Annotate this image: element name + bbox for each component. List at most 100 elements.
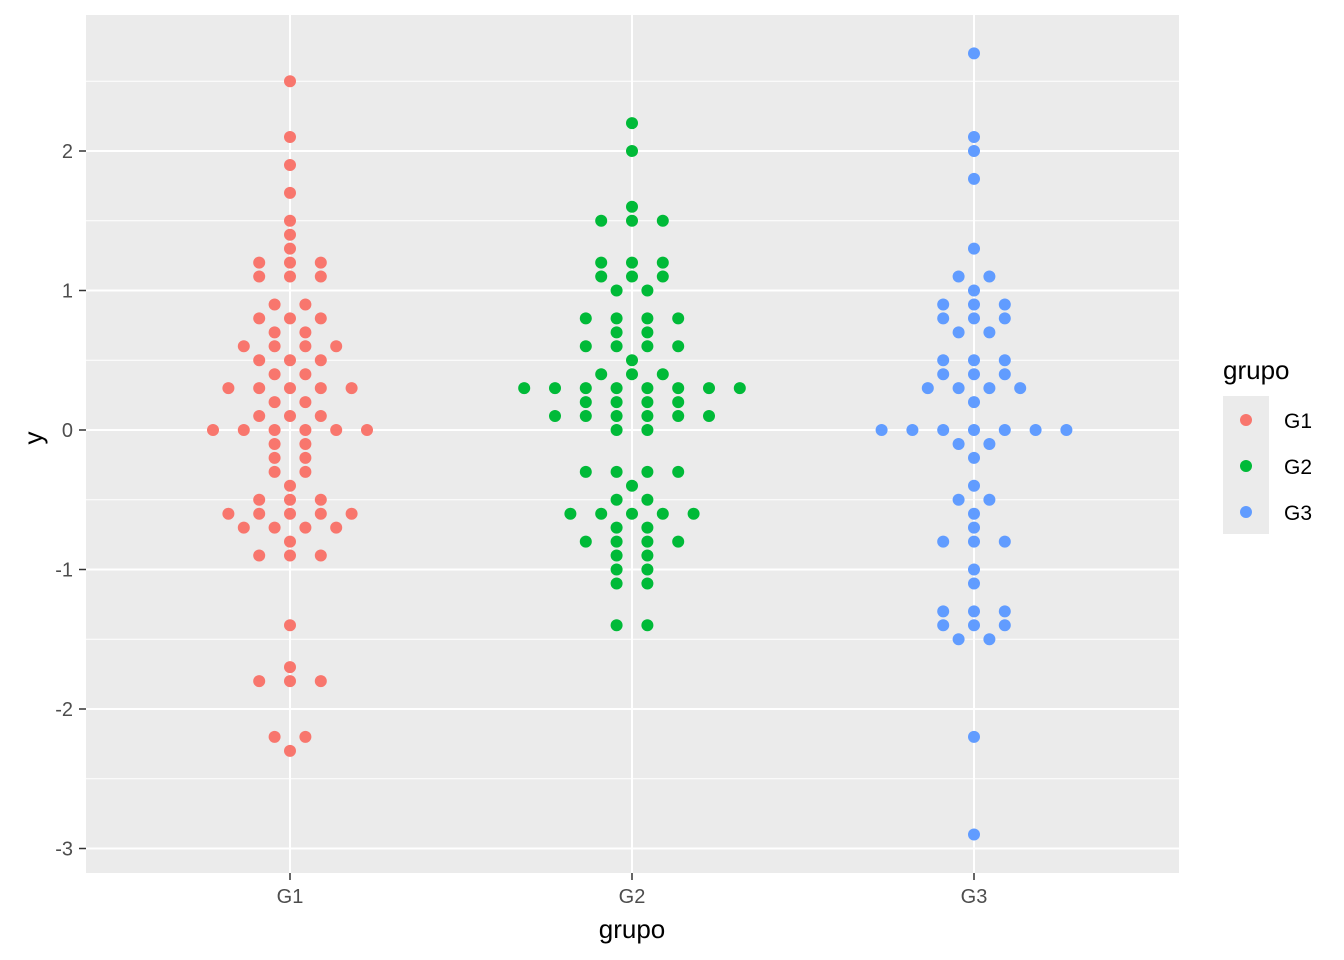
data-point-g1 xyxy=(268,424,281,436)
data-point-g1 xyxy=(284,507,296,520)
data-point-g3 xyxy=(1029,424,1042,436)
data-point-g3 xyxy=(952,493,965,506)
data-point-g3 xyxy=(968,354,980,367)
y-tick-label: -3 xyxy=(55,839,73,861)
data-point-g2 xyxy=(579,465,592,478)
data-point-g2 xyxy=(672,312,685,325)
data-point-g1 xyxy=(284,661,296,674)
data-point-g2 xyxy=(610,465,623,478)
data-point-g1 xyxy=(253,675,266,688)
data-point-g3 xyxy=(983,382,996,395)
data-point-g2 xyxy=(672,396,685,409)
data-point-g3 xyxy=(968,368,980,381)
data-point-g1 xyxy=(314,410,327,423)
data-point-g1 xyxy=(314,675,327,688)
data-point-g3 xyxy=(968,396,980,409)
data-point-g1 xyxy=(284,270,296,283)
data-point-g1 xyxy=(284,158,296,171)
data-point-g3 xyxy=(952,382,965,395)
data-point-g2 xyxy=(641,563,654,576)
data-point-g2 xyxy=(549,410,561,423)
data-point-g1 xyxy=(314,312,327,325)
data-point-g3 xyxy=(983,493,996,506)
data-point-g2 xyxy=(641,465,654,478)
data-point-g1 xyxy=(284,675,296,688)
data-point-g1 xyxy=(330,521,343,534)
data-point-g1 xyxy=(284,493,296,506)
data-point-g3 xyxy=(1014,382,1027,395)
data-point-g1 xyxy=(222,507,235,520)
data-point-g2 xyxy=(610,410,623,423)
data-point-g1 xyxy=(253,549,266,562)
data-point-g1 xyxy=(284,619,296,632)
y-tick-label: -1 xyxy=(55,560,73,582)
data-point-g3 xyxy=(906,424,919,436)
x-axis: G1 G2 G3 xyxy=(277,873,987,908)
data-point-g2 xyxy=(595,256,608,269)
data-point-g3 xyxy=(1060,424,1073,436)
data-point-g1 xyxy=(299,326,312,339)
data-point-g2 xyxy=(641,549,654,562)
data-point-g3 xyxy=(952,326,965,339)
major-gridlines xyxy=(86,15,1179,873)
y-tick-label: -2 xyxy=(55,699,73,721)
data-point-g1 xyxy=(330,340,343,353)
data-point-g3 xyxy=(968,730,980,743)
data-point-g1 xyxy=(222,382,235,395)
data-point-g1 xyxy=(237,521,250,534)
data-point-g2 xyxy=(610,563,623,576)
data-point-g2 xyxy=(656,214,669,227)
data-point-g1 xyxy=(299,437,312,450)
data-point-g3 xyxy=(937,619,950,632)
data-point-g3 xyxy=(968,145,980,157)
data-point-g1 xyxy=(284,131,296,144)
data-point-g2 xyxy=(656,507,669,520)
data-point-g3 xyxy=(968,172,980,185)
data-point-g3 xyxy=(998,535,1011,548)
legend-entries: G1 G2 G3 xyxy=(1240,410,1312,525)
data-point-g1 xyxy=(268,368,281,381)
data-point-g3 xyxy=(968,521,980,534)
data-point-g2 xyxy=(579,312,592,325)
data-point-g2 xyxy=(610,340,623,353)
data-point-g2 xyxy=(564,507,577,520)
data-point-g2 xyxy=(626,479,638,492)
data-point-g3 xyxy=(998,605,1011,618)
data-point-g3 xyxy=(983,326,996,339)
data-point-g2 xyxy=(641,312,654,325)
data-point-g3 xyxy=(952,633,965,646)
data-point-g3 xyxy=(937,298,950,311)
x-tick-label: G1 xyxy=(277,886,304,908)
data-point-g3 xyxy=(998,368,1011,381)
data-point-g2 xyxy=(641,382,654,395)
y-tick-label: 0 xyxy=(62,420,73,442)
data-point-g1 xyxy=(284,312,296,325)
data-point-g2 xyxy=(549,382,561,395)
data-point-g2 xyxy=(579,535,592,548)
data-point-g3 xyxy=(983,270,996,283)
data-point-g3 xyxy=(968,424,980,436)
data-point-g1 xyxy=(268,340,281,353)
data-point-g1 xyxy=(299,730,312,743)
data-point-g3 xyxy=(983,633,996,646)
data-point-g2 xyxy=(703,382,715,395)
data-point-g2 xyxy=(610,577,623,590)
data-point-g1 xyxy=(284,228,296,241)
data-point-g3 xyxy=(968,605,980,618)
data-point-g1 xyxy=(314,256,327,269)
data-point-g2 xyxy=(626,354,638,367)
data-point-g2 xyxy=(610,284,623,297)
legend-key-g3 xyxy=(1240,506,1252,518)
data-point-g2 xyxy=(610,549,623,562)
data-point-g1 xyxy=(253,507,266,520)
data-point-g2 xyxy=(579,382,592,395)
data-point-g3 xyxy=(983,437,996,450)
data-point-g1 xyxy=(284,410,296,423)
data-point-g3 xyxy=(968,47,980,60)
data-point-g2 xyxy=(610,424,623,436)
data-points xyxy=(207,47,1073,841)
data-point-g1 xyxy=(299,521,312,534)
data-point-g2 xyxy=(610,382,623,395)
legend-title: grupo xyxy=(1223,355,1290,385)
data-point-g2 xyxy=(733,382,746,395)
